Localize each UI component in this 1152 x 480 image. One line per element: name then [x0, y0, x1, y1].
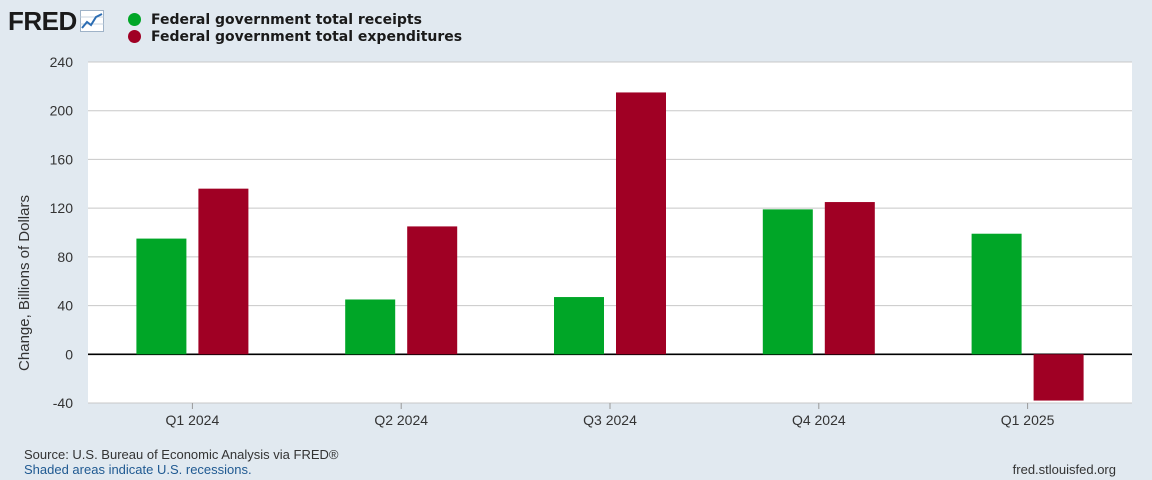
- bar-receipts-q4-2024[interactable]: [762, 209, 813, 355]
- x-axis-ticks: Q1 2024 Q2 2024 Q3 2024 Q4 2024 Q1 2025: [166, 403, 1055, 428]
- legend-label-expenditures: Federal government total expenditures: [151, 28, 463, 45]
- header: FRED Federal government total receipts F…: [0, 0, 1152, 56]
- legend-item-receipts[interactable]: Federal government total receipts: [128, 11, 462, 28]
- bar-receipts-q3-2024[interactable]: [554, 297, 604, 355]
- x-tick-label: Q2 2024: [374, 412, 428, 428]
- y-tick-label: 40: [57, 298, 73, 314]
- y-tick-label: 240: [50, 54, 74, 70]
- legend-item-expenditures[interactable]: Federal government total expenditures: [128, 28, 462, 45]
- y-tick-label: 160: [50, 151, 74, 167]
- bar-expenditures-q2-2024[interactable]: [407, 226, 458, 355]
- x-tick-label: Q3 2024: [583, 412, 637, 428]
- bar-receipts-q1-2024[interactable]: [136, 238, 187, 355]
- y-axis-label: Change, Billions of Dollars: [16, 195, 33, 371]
- fred-logo[interactable]: FRED: [8, 6, 104, 36]
- bars: [136, 92, 1084, 401]
- plot-area: [88, 62, 1132, 403]
- y-tick-label: 200: [50, 103, 74, 119]
- y-tick-label: -40: [53, 395, 73, 411]
- y-tick-label: 0: [65, 346, 73, 362]
- site-url[interactable]: fred.stlouisfed.org: [1012, 462, 1116, 477]
- recession-note[interactable]: Shaded areas indicate U.S. recessions.: [24, 462, 252, 477]
- legend-dot-receipts: [128, 13, 141, 26]
- legend: Federal government total receipts Federa…: [128, 11, 462, 45]
- bar-chart: -40 0 40 80 120 160 200 240 Q1 2024 Q2 2024 Q3 20…: [16, 54, 1132, 428]
- bar-receipts-q2-2024[interactable]: [345, 299, 396, 355]
- bar-expenditures-q1-2024[interactable]: [198, 188, 249, 355]
- bar-receipts-q1-2025[interactable]: [971, 233, 1022, 355]
- y-tick-label: 80: [57, 249, 73, 265]
- legend-label-receipts: Federal government total receipts: [151, 11, 422, 28]
- bar-expenditures-q1-2025[interactable]: [1033, 354, 1084, 401]
- legend-dot-expenditures: [128, 30, 141, 43]
- x-tick-label: Q4 2024: [792, 412, 846, 428]
- bar-expenditures-q3-2024[interactable]: [616, 92, 666, 355]
- source-note: Source: U.S. Bureau of Economic Analysis…: [24, 447, 339, 462]
- fred-graph-icon: [79, 10, 104, 32]
- x-tick-label: Q1 2025: [1001, 412, 1055, 428]
- x-tick-label: Q1 2024: [166, 412, 220, 428]
- logo-text: FRED: [8, 6, 77, 36]
- y-tick-label: 120: [50, 200, 74, 216]
- bar-expenditures-q4-2024[interactable]: [824, 202, 875, 355]
- y-axis-ticks: -40 0 40 80 120 160 200 240: [50, 54, 74, 411]
